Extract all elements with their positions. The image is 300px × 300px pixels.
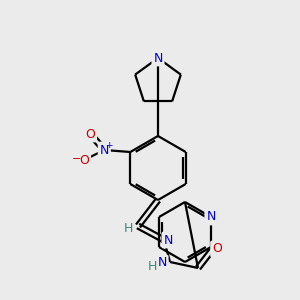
Text: O: O <box>212 242 222 256</box>
Text: N: N <box>157 256 167 269</box>
Text: N: N <box>100 143 109 157</box>
Text: +: + <box>106 140 113 149</box>
Text: H: H <box>147 260 157 274</box>
Text: N: N <box>163 233 173 247</box>
Text: N: N <box>153 52 163 64</box>
Text: −: − <box>72 154 81 164</box>
Text: H: H <box>123 221 133 235</box>
Text: O: O <box>79 154 89 166</box>
Text: O: O <box>85 128 95 140</box>
Text: N: N <box>206 211 216 224</box>
